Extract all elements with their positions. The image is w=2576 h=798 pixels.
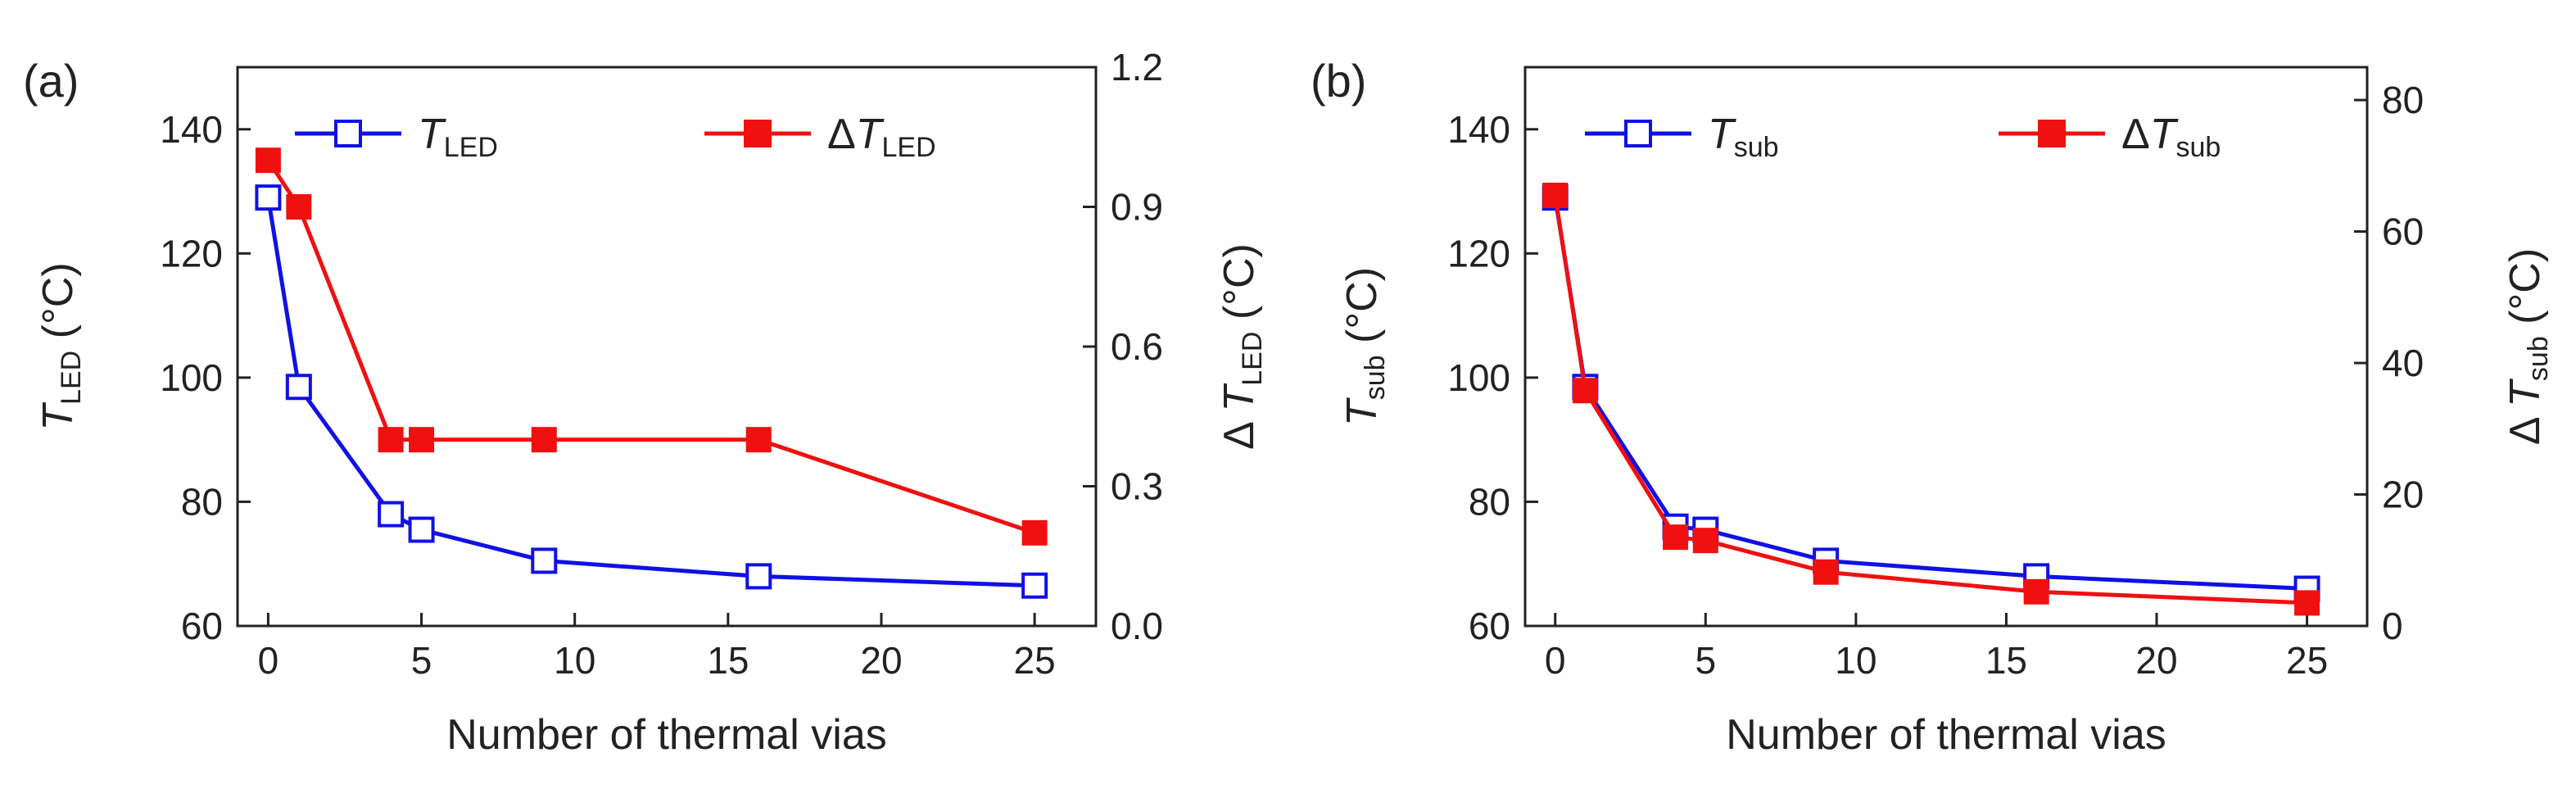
open-square-marker [745,563,772,590]
legend-entry-T: TLED [295,111,498,163]
x-tick-label: 15 [1985,639,2027,682]
x-tick-label: 10 [1835,639,1877,682]
filled-square-marker [378,427,404,453]
y-right-tick-label: 0.9 [1111,186,1163,229]
filled-square-marker [1663,524,1689,551]
filled-square-icon [744,120,772,147]
x-tick-label: 15 [707,639,749,682]
y-right-tick-label: 0.0 [1111,605,1163,647]
y-right-tick-label: 80 [2382,79,2424,121]
y-right-tick-label: 0.3 [1111,465,1163,508]
x-axis-label: Number of thermal vias [446,711,887,759]
filled-square-marker [531,427,557,453]
open-square-marker [255,184,282,211]
open-square-marker [408,516,435,543]
open-square-icon [334,120,362,147]
filled-square-marker [1813,559,1839,585]
filled-square-marker [2294,590,2320,616]
filled-square-marker [1692,528,1718,554]
x-tick-label: 0 [258,639,279,682]
x-tick-label: 25 [1014,639,1056,682]
y-left-tick-label: 60 [181,605,223,647]
legend-label: TLED [418,111,498,163]
plot-frame [236,66,1098,628]
open-square-icon [1624,120,1652,147]
chart-panel-a: (a) 0 5 10 15 20 25 Number of thermal vias 60 80 1… [23,46,1268,759]
x-tick-label: 5 [1695,639,1716,682]
open-square-marker [1021,572,1048,599]
filled-square-marker [409,427,435,453]
open-square-marker [531,547,558,574]
panel-label: (a) [23,55,79,107]
filled-square-marker [1572,378,1598,404]
x-tick-label: 5 [411,639,432,682]
y-right-axis-label: Δ Tsub (°C) [2501,248,2554,445]
y-left-tick-label: 100 [1447,356,1510,399]
y-left-axis-label: Tsub (°C) [1338,267,1391,426]
x-tick-label: 25 [2286,639,2328,682]
x-axis-label: Number of thermal vias [1726,711,2166,759]
y-left-tick-label: 120 [160,232,223,274]
y-left-axis-label: TLED (°C) [34,262,87,430]
open-square-marker [285,374,312,401]
x-tick-label: 20 [2135,639,2177,682]
legend-label: Tsub [1708,111,1779,163]
filled-square-marker [1542,182,1569,208]
legend-label: ΔTLED [827,111,936,163]
plot-frame [1523,66,2369,628]
x-tick-label: 10 [554,639,595,682]
series-line-deltaT [266,159,1035,535]
y-left-tick-label: 60 [1469,605,1510,647]
y-left-tick-label: 120 [1447,232,1510,274]
y-right-tick-label: 1.2 [1111,46,1163,88]
y-left-tick-label: 80 [1469,480,1510,523]
filled-square-marker [745,427,772,453]
y-right-axis-label: Δ TLED (°C) [1216,243,1268,450]
y-right-tick-label: 0.6 [1111,325,1163,368]
y-right-tick-label: 0 [2382,605,2403,647]
filled-square-marker [286,194,312,220]
y-right-tick-label: 20 [2382,474,2424,516]
chart-panel-b: (b) 0 5 10 15 20 25 Number of thermal vias 60 80 1… [1311,55,2554,759]
legend-entry-deltaT: ΔTLED [704,111,936,163]
x-tick-label: 20 [860,639,902,682]
legend-label: ΔTsub [2121,111,2221,163]
filled-square-marker [1021,519,1048,546]
filled-square-icon [2038,120,2066,147]
legend-entry-T: Tsub [1585,111,1779,163]
series-line-T [265,197,1035,588]
y-left-tick-label: 80 [181,480,223,523]
y-right-tick-label: 60 [2382,211,2424,253]
open-square-marker [378,501,405,528]
panel-label: (b) [1311,55,1366,107]
legend-entry-deltaT: ΔTsub [1999,111,2221,163]
y-right-tick-label: 40 [2382,342,2424,384]
y-left-tick-label: 100 [160,356,223,399]
y-left-tick-label: 140 [160,108,223,151]
x-tick-label: 0 [1545,639,1566,682]
filled-square-marker [255,147,281,174]
filled-square-marker [2023,578,2049,605]
y-left-tick-label: 140 [1447,108,1510,151]
